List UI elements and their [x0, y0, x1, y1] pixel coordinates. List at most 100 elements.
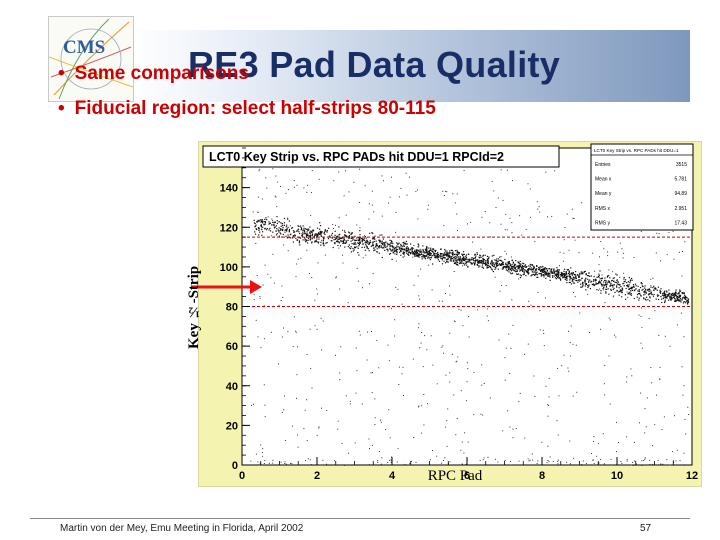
data-point: [417, 249, 419, 251]
data-point: [307, 229, 309, 232]
data-point: [672, 451, 674, 452]
data-point: [670, 293, 672, 295]
data-point: [684, 464, 685, 466]
data-point: [595, 283, 597, 285]
data-point: [443, 195, 445, 196]
data-point: [567, 367, 569, 369]
data-point: [426, 246, 428, 249]
data-point: [281, 411, 283, 413]
data-point: [472, 262, 474, 264]
data-point: [457, 261, 459, 263]
data-point: [370, 372, 372, 374]
data-point: [474, 264, 476, 266]
data-point: [588, 281, 590, 283]
data-point: [497, 197, 499, 199]
data-point: [667, 294, 669, 296]
data-point: [678, 251, 680, 253]
data-point: [460, 259, 462, 261]
data-point: [262, 220, 264, 223]
data-point: [424, 335, 426, 337]
data-point: [572, 343, 574, 345]
data-point: [317, 234, 319, 236]
data-point: [603, 279, 606, 281]
data-point: [278, 235, 280, 237]
data-point: [557, 272, 559, 274]
data-point: [484, 254, 486, 256]
data-point: [404, 243, 406, 245]
data-point: [460, 262, 462, 264]
data-point: [645, 426, 647, 428]
data-point: [562, 277, 564, 279]
data-point: [284, 229, 286, 231]
data-point: [562, 260, 564, 262]
data-point: [272, 253, 274, 255]
data-point: [335, 224, 336, 226]
data-point: [491, 260, 492, 262]
data-point: [668, 292, 670, 294]
data-point: [510, 265, 512, 267]
data-point: [662, 292, 664, 295]
data-point: [319, 228, 321, 230]
data-point: [617, 291, 620, 293]
data-point: [628, 292, 630, 294]
data-point: [430, 253, 432, 255]
data-point: [282, 227, 284, 229]
slide-title: RE3 Pad Data Quality: [188, 44, 561, 85]
data-point: [538, 268, 540, 270]
data-point: [260, 221, 262, 223]
data-point: [574, 277, 577, 279]
data-point: [537, 276, 539, 278]
data-point: [613, 295, 615, 297]
data-point: [495, 206, 497, 208]
data-point: [572, 282, 574, 284]
chart-title: LCT0 Key Strip vs. RPC PADs hit DDU=1 RP…: [209, 150, 504, 164]
data-point: [465, 463, 467, 465]
data-point: [418, 251, 420, 253]
data-point: [320, 230, 322, 232]
data-point: [648, 290, 650, 292]
data-point: [456, 251, 458, 253]
data-point: [348, 232, 351, 234]
data-point: [306, 231, 308, 233]
data-point: [321, 349, 323, 351]
data-point: [582, 281, 584, 283]
data-point: [606, 283, 608, 285]
data-point: [619, 289, 622, 291]
data-point: [269, 464, 271, 466]
data-point: [539, 310, 541, 312]
data-point: [374, 235, 376, 237]
data-point: [413, 437, 415, 438]
data-point: [627, 284, 629, 286]
data-point: [671, 293, 673, 295]
data-point: [257, 220, 259, 222]
stats-row-value: 2.951: [674, 206, 687, 212]
data-point: [549, 270, 551, 272]
data-point: [402, 252, 404, 255]
data-point: [444, 190, 446, 192]
data-point: [492, 271, 494, 273]
data-point: [587, 285, 589, 287]
data-point: [260, 225, 262, 227]
data-point: [544, 297, 546, 299]
data-point: [326, 410, 328, 411]
x-tick-label: 6: [464, 470, 470, 482]
data-point: [633, 285, 635, 287]
data-point: [473, 260, 475, 262]
data-point: [371, 238, 374, 240]
data-point: [344, 465, 345, 466]
data-point: [455, 258, 457, 260]
data-point: [311, 277, 313, 278]
data-point: [322, 320, 324, 322]
data-point: [547, 273, 549, 275]
data-point: [288, 189, 290, 191]
data-point: [633, 290, 635, 292]
data-point: [352, 250, 354, 252]
data-point: [608, 317, 610, 319]
data-point: [416, 253, 418, 255]
data-point: [299, 232, 301, 235]
data-point: [358, 245, 360, 247]
data-point: [358, 330, 360, 332]
data-point: [657, 286, 659, 288]
data-point: [409, 249, 412, 251]
data-point: [488, 264, 490, 266]
